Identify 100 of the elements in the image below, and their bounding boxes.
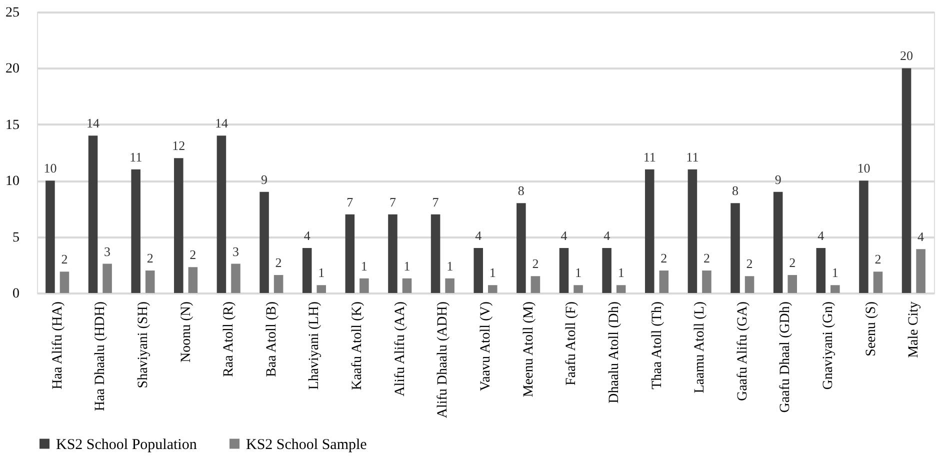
data-label: 4: [304, 228, 311, 244]
x-tick-label: Gaafu Dhaal (GDh): [778, 301, 794, 413]
data-label: 14: [86, 116, 100, 131]
bar: [60, 272, 70, 293]
x-tick-label: Kaafu Atoll (K): [350, 301, 366, 390]
legend-label: KS2 School Population: [56, 436, 198, 453]
bar: [388, 214, 398, 293]
y-tick-label: 10: [6, 174, 20, 190]
bar: [174, 158, 184, 293]
data-label: 4: [475, 228, 482, 244]
bar: [488, 285, 498, 293]
data-label: 1: [575, 265, 582, 280]
data-label: 1: [618, 265, 624, 280]
data-label: 8: [518, 183, 524, 198]
x-tick-label: Haa Dhaalu (HDH): [93, 301, 108, 412]
bar: [216, 136, 226, 293]
bar: [402, 278, 412, 293]
bar: [744, 276, 754, 293]
data-label: 2: [146, 250, 154, 266]
bar: [873, 272, 883, 293]
data-label: 1: [360, 258, 368, 274]
bar: [616, 285, 626, 293]
x-tick-label: Alifu Dhaalu (ADH): [436, 301, 451, 418]
bar: [644, 169, 654, 293]
bar: [274, 275, 284, 293]
data-label: 10: [857, 160, 870, 176]
bar: [859, 180, 868, 293]
x-tick-label: Alifu Alifu (AA): [392, 301, 408, 396]
bar: [559, 248, 569, 293]
bar: [46, 180, 55, 293]
data-label: 7: [346, 194, 354, 210]
bar: [788, 275, 797, 293]
y-tick-label: 25: [6, 6, 20, 20]
data-label: 11: [643, 149, 656, 164]
data-label: 1: [489, 265, 496, 280]
data-label: 2: [874, 252, 882, 267]
x-tick-label: Lhaviyani (LH): [307, 301, 322, 390]
bar: [360, 278, 369, 293]
data-label: 11: [686, 149, 699, 164]
bar: [916, 249, 926, 293]
data-label: 4: [818, 228, 825, 244]
bar: [516, 203, 526, 293]
bar: [131, 169, 140, 293]
data-label: 2: [660, 250, 668, 266]
x-tick-label: Seenu (S): [864, 301, 879, 356]
data-label: 12: [172, 138, 186, 154]
x-tick-label: Raa Atoll (R): [222, 301, 237, 377]
bar: [316, 285, 326, 293]
x-tick-label: Male City: [906, 302, 922, 358]
x-tick-label: Noonu (N): [178, 301, 194, 363]
data-label: 1: [404, 258, 410, 274]
data-label: 2: [746, 256, 753, 272]
data-label: 10: [44, 160, 57, 176]
data-label: 1: [832, 265, 838, 280]
bar: [902, 68, 912, 293]
x-tick-label: Gaafu Alifu (GA): [735, 301, 750, 402]
x-tick-label: Vaavu Atoll (V): [478, 301, 494, 391]
bar: [688, 169, 698, 293]
bar: [659, 270, 669, 293]
y-tick-label: 5: [12, 230, 20, 246]
x-tick-label: Faafu Atoll (F): [564, 301, 580, 386]
bar: [816, 248, 826, 293]
x-tick-label: Baa Atoll (B): [264, 301, 280, 377]
data-label: 2: [190, 247, 196, 262]
data-label: 4: [604, 228, 611, 244]
bar: [88, 136, 98, 293]
bar: [702, 270, 712, 293]
data-label: 1: [318, 265, 325, 280]
data-label: 4: [560, 228, 568, 244]
bar: [102, 264, 112, 293]
x-tick-label: Dhaalu Atoll (Dh): [606, 301, 622, 404]
y-tick-label: 15: [6, 118, 20, 133]
bar: [830, 285, 840, 293]
bar: [231, 264, 240, 293]
legend-label: KS2 School Sample: [246, 436, 368, 453]
data-label: 7: [389, 194, 396, 210]
data-label: 2: [703, 250, 710, 266]
bar: [260, 192, 269, 293]
data-label: 2: [532, 256, 539, 272]
bar: [574, 285, 583, 293]
x-tick-label: Laamu Atoll (L): [692, 301, 708, 394]
data-label: 9: [774, 172, 782, 187]
data-label: 20: [900, 48, 914, 64]
bar: [345, 214, 355, 293]
bar: [730, 203, 740, 293]
bar: [145, 270, 155, 293]
bar: [188, 267, 198, 293]
bar: [474, 248, 483, 293]
data-label: 2: [789, 255, 796, 270]
bar: [445, 278, 454, 293]
y-tick-label: 20: [6, 62, 20, 77]
data-label: 9: [261, 172, 268, 187]
data-label: 3: [104, 244, 111, 259]
x-tick-label: Gnaviyani (Gn): [821, 301, 836, 390]
data-label: 4: [918, 229, 925, 244]
x-tick-label: Shaviyani (SH): [136, 301, 151, 388]
data-label: 11: [130, 149, 142, 164]
data-label: 1: [446, 258, 454, 274]
data-label: 14: [214, 116, 228, 131]
y-tick-label: 0: [12, 286, 20, 302]
